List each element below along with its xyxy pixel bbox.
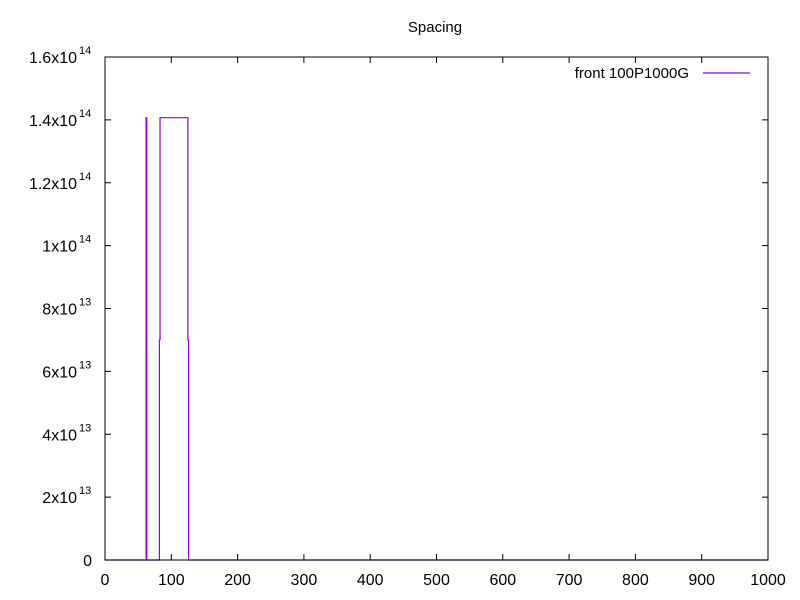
y-tick-mantissa: 1.4x10	[29, 113, 77, 130]
plot-background	[105, 57, 768, 560]
y-tick-mantissa: 1.6x10	[29, 50, 77, 67]
plot-frame	[104, 56, 769, 561]
y-tick-exponent: 14	[79, 234, 91, 246]
y-tick-label: 1.6x10	[29, 50, 77, 67]
y-tick-label: 8x10	[42, 302, 77, 319]
y-tick-label: 1x10	[42, 239, 77, 256]
x-tick-label: 300	[291, 572, 318, 589]
x-tick-label: 400	[357, 572, 384, 589]
legend: front 100P1000G	[575, 65, 750, 82]
x-tick-label: 900	[688, 572, 715, 589]
y-tick-mantissa: 2x10	[42, 490, 77, 507]
y-tick-exponent: 14	[79, 171, 91, 183]
series-line-0	[105, 117, 768, 561]
chart-title: Spacing	[408, 19, 462, 36]
legend-label: front 100P1000G	[575, 65, 689, 82]
y-tick-exponent: 13	[79, 485, 91, 497]
y-tick-exponent: 13	[79, 359, 91, 371]
y-tick-label: 4x10	[42, 427, 77, 444]
y-tick-label: 2x10	[42, 490, 77, 507]
y-tick-mantissa: 6x10	[42, 364, 77, 381]
x-tick-label: 1000	[750, 572, 786, 589]
y-tick-exponent: 13	[79, 297, 91, 309]
x-tick-label: 500	[423, 572, 450, 589]
series-layer	[105, 117, 768, 561]
x-axis: 0 100 200 300 400 500 600 700 800 900 1000	[101, 57, 786, 589]
y-tick-mantissa: 4x10	[42, 427, 77, 444]
y-tick-exponent: 13	[79, 422, 91, 434]
x-tick-label: 200	[224, 572, 251, 589]
y-tick-label: 0	[83, 553, 92, 570]
y-tick-label: 1.2x10	[29, 176, 77, 193]
x-tick-label: 800	[622, 572, 649, 589]
x-tick-label: 0	[101, 572, 110, 589]
x-tick-label: 100	[158, 572, 185, 589]
y-tick-mantissa: 8x10	[42, 302, 77, 319]
y-tick-mantissa: 1x10	[42, 239, 77, 256]
x-tick-label: 700	[556, 572, 583, 589]
y-tick-label: 6x10	[42, 364, 77, 381]
y-tick-exponent: 14	[79, 45, 91, 57]
y-tick-mantissa: 1.2x10	[29, 176, 77, 193]
y-tick-mantissa: 0	[83, 553, 92, 570]
y-tick-label: 1.4x10	[29, 113, 77, 130]
x-tick-label: 600	[489, 572, 516, 589]
y-tick-exponent: 14	[79, 108, 91, 120]
